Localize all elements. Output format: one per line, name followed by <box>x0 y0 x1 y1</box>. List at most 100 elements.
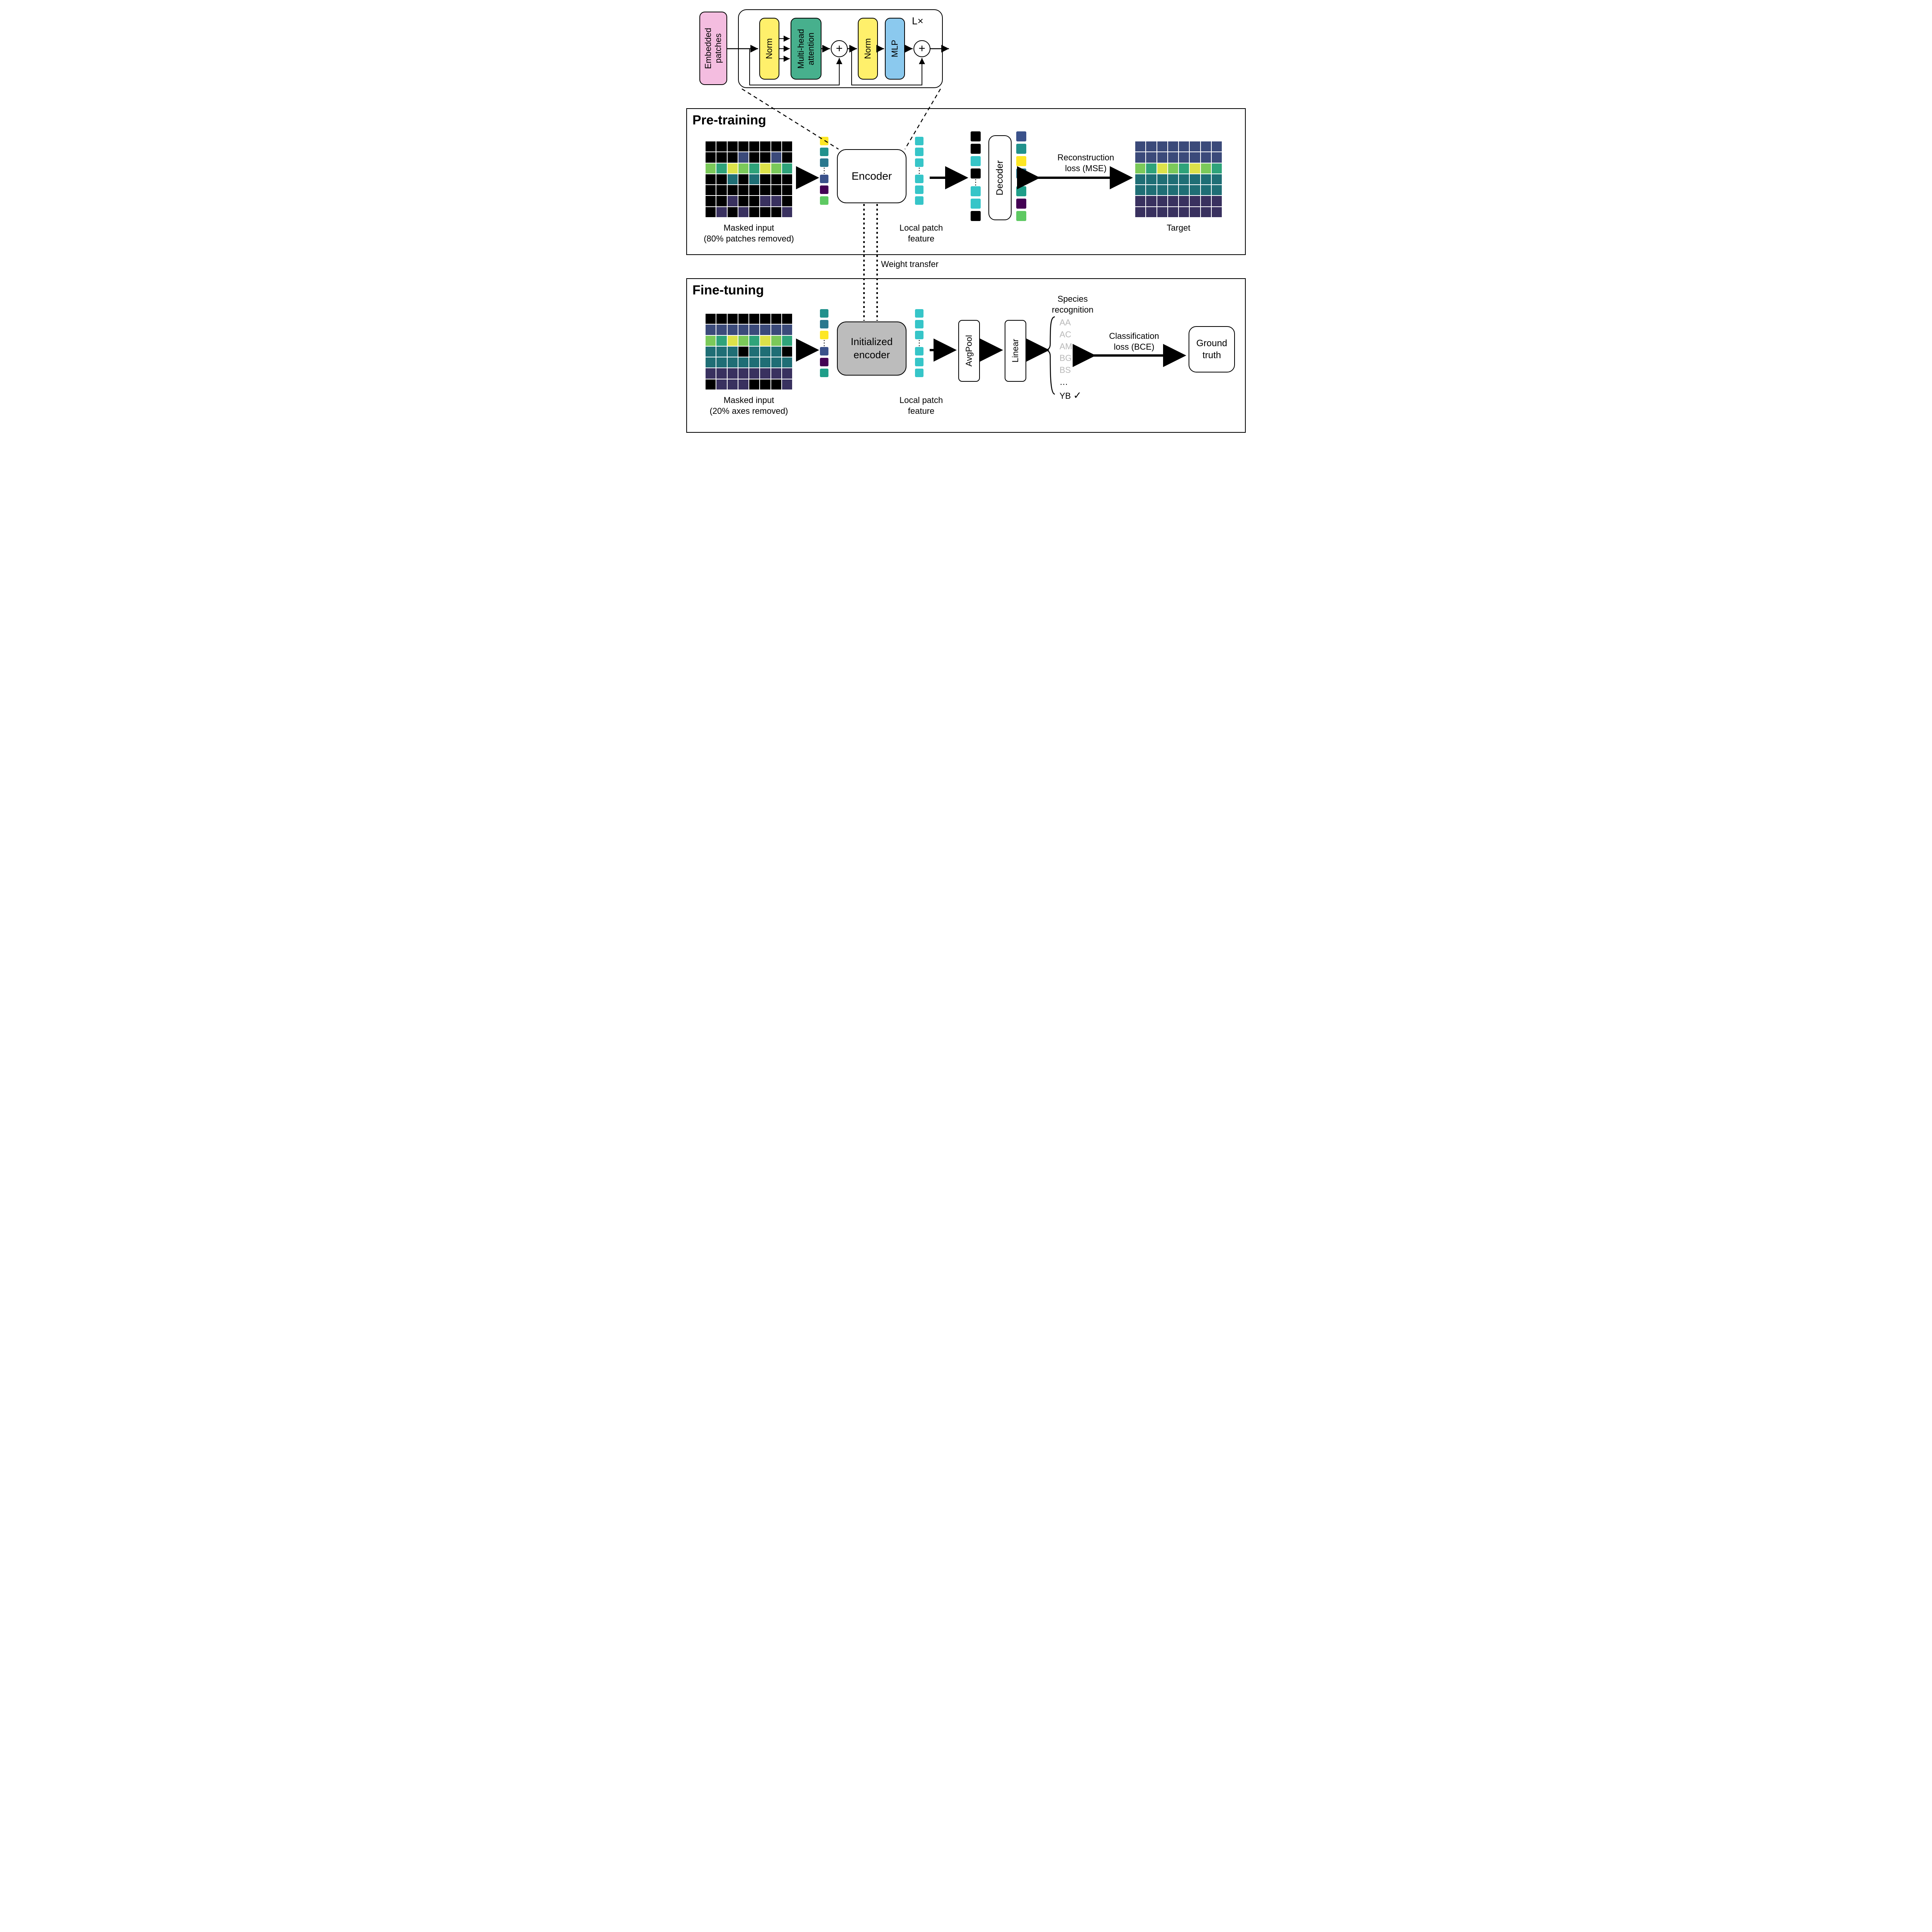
patch-cell <box>1157 174 1167 184</box>
patch-cell <box>1190 152 1200 162</box>
feature-patch <box>915 175 923 183</box>
species-item: AM <box>1060 341 1082 353</box>
image-patch <box>820 137 828 145</box>
species-ellipsis: … <box>1060 376 1082 388</box>
mask-patch <box>971 168 981 179</box>
patch-cell <box>749 152 759 162</box>
patch-cell <box>771 185 781 195</box>
patch-cell <box>1179 207 1189 217</box>
patch-cell <box>728 347 738 357</box>
patch-cell <box>716 163 726 173</box>
patch-cell <box>782 185 792 195</box>
patch-cell <box>728 174 738 184</box>
patch-cell <box>1135 152 1145 162</box>
species-item: BG <box>1060 352 1082 364</box>
patch-cell <box>1157 163 1167 173</box>
patch-cell <box>1201 174 1211 184</box>
patch-cell <box>1212 163 1222 173</box>
image-patch <box>820 320 828 328</box>
patch-cell <box>1201 141 1211 151</box>
mlp-block: MLP <box>885 18 905 80</box>
pretrain-target-grid <box>1135 141 1222 217</box>
finetune-encoder-label: Initializedencoder <box>851 335 893 362</box>
patch-cell <box>738 336 748 346</box>
patch-cell <box>1190 163 1200 173</box>
patch-cell <box>706 368 716 378</box>
patch-cell <box>728 141 738 151</box>
finetune-encoder-input-patches: ⋮ <box>820 309 828 377</box>
finetune-encoder-block: Initializedencoder <box>837 321 906 376</box>
image-patch <box>820 158 828 167</box>
mask-patch <box>971 131 981 141</box>
species-item: BS <box>1060 364 1082 376</box>
patch-cell <box>1168 141 1178 151</box>
classification-loss-label: Classificationloss (BCE) <box>1097 331 1171 352</box>
avgpool-block: AvgPool <box>958 320 980 382</box>
patch-cell <box>706 196 716 206</box>
attn-label: Multi-headattention <box>796 29 816 69</box>
species-item: AC <box>1060 329 1082 341</box>
vertical-dots-icon: ⋮ <box>915 342 923 345</box>
image-patch <box>820 196 828 205</box>
image-patch <box>820 309 828 318</box>
patch-cell <box>728 314 738 324</box>
patch-cell <box>749 196 759 206</box>
vertical-dots-icon: ⋮ <box>820 342 828 345</box>
patch-cell <box>1168 152 1178 162</box>
patch-cell <box>716 379 726 389</box>
embedded-patches-block: Embeddedpatches <box>699 12 727 85</box>
patch-cell <box>1157 185 1167 195</box>
patch-cell <box>1146 152 1156 162</box>
patch-cell <box>771 163 781 173</box>
patch-cell <box>706 357 716 367</box>
patch-cell <box>749 336 759 346</box>
residual-add-2: + <box>913 40 930 57</box>
patch-cell <box>738 357 748 367</box>
patch-cell <box>782 347 792 357</box>
patch-cell <box>728 325 738 335</box>
patch-cell <box>771 207 781 217</box>
patch-cell <box>1157 207 1167 217</box>
patch-cell <box>771 314 781 324</box>
finetune-lpf-caption: Local patchfeature <box>894 395 948 416</box>
vertical-dots-icon: ⋮ <box>820 169 828 172</box>
patch-cell <box>1157 152 1167 162</box>
patch-cell <box>782 152 792 162</box>
patch-cell <box>1135 196 1145 206</box>
patch-cell <box>1201 152 1211 162</box>
linear-label: Linear <box>1010 339 1020 362</box>
patch-cell <box>749 185 759 195</box>
pretrain-encoder-input-patches: ⋮ <box>820 137 828 205</box>
patch-cell <box>760 325 770 335</box>
patch-cell <box>1212 196 1222 206</box>
feature-patch <box>915 358 923 366</box>
patch-cell <box>760 368 770 378</box>
patch-cell <box>716 357 726 367</box>
feature-patch <box>971 186 981 196</box>
ground-truth-label: Groundtruth <box>1196 337 1227 361</box>
norm1-label: Norm <box>764 38 774 59</box>
patch-cell <box>771 141 781 151</box>
patch-cell <box>771 357 781 367</box>
patch-cell <box>749 347 759 357</box>
image-patch <box>1016 156 1026 166</box>
patch-cell <box>728 336 738 346</box>
patch-cell <box>1212 141 1222 151</box>
check-icon: ✓ <box>1073 389 1082 401</box>
patch-cell <box>706 347 716 357</box>
patch-cell <box>1146 185 1156 195</box>
patch-cell <box>771 368 781 378</box>
image-patch <box>1016 186 1026 196</box>
patch-cell <box>738 196 748 206</box>
pretrain-encoder-block: Encoder <box>837 149 906 203</box>
patch-cell <box>1179 185 1189 195</box>
patch-cell <box>782 368 792 378</box>
patch-cell <box>1190 196 1200 206</box>
mask-patch <box>971 144 981 154</box>
patch-cell <box>760 196 770 206</box>
patch-cell <box>1201 196 1211 206</box>
patch-cell <box>782 163 792 173</box>
patch-cell <box>706 152 716 162</box>
patch-cell <box>738 347 748 357</box>
patch-cell <box>1179 196 1189 206</box>
